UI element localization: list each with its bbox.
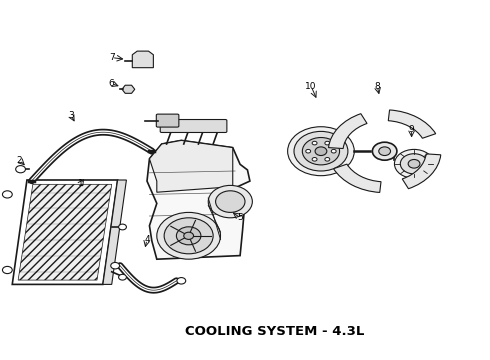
Text: 10: 10 (305, 82, 317, 91)
Polygon shape (132, 51, 153, 68)
Text: 4: 4 (144, 235, 150, 244)
Text: 9: 9 (409, 125, 415, 134)
Circle shape (208, 185, 252, 218)
Text: 2: 2 (17, 156, 23, 165)
Polygon shape (149, 140, 233, 192)
Text: 8: 8 (374, 82, 380, 91)
Circle shape (325, 141, 330, 145)
Polygon shape (147, 140, 250, 259)
Circle shape (164, 218, 213, 254)
Circle shape (400, 154, 428, 174)
Text: 6: 6 (109, 79, 115, 88)
Circle shape (325, 158, 330, 161)
Circle shape (16, 166, 25, 173)
Circle shape (331, 149, 336, 153)
Text: 7: 7 (109, 53, 115, 62)
Circle shape (177, 278, 186, 284)
Text: 5: 5 (237, 213, 243, 222)
Circle shape (288, 127, 354, 176)
Text: 3: 3 (68, 111, 74, 120)
Circle shape (2, 191, 12, 198)
Circle shape (216, 191, 245, 212)
Circle shape (184, 232, 194, 239)
Circle shape (315, 147, 327, 156)
FancyBboxPatch shape (160, 120, 227, 132)
FancyBboxPatch shape (156, 114, 179, 127)
Circle shape (302, 138, 340, 165)
Text: 1: 1 (78, 179, 84, 188)
Circle shape (379, 147, 391, 156)
Circle shape (294, 131, 348, 171)
Wedge shape (402, 154, 441, 189)
Wedge shape (334, 164, 381, 193)
Wedge shape (328, 114, 367, 149)
Polygon shape (103, 180, 126, 284)
Polygon shape (122, 85, 135, 93)
Circle shape (312, 158, 317, 161)
Circle shape (2, 266, 12, 274)
Circle shape (111, 262, 120, 269)
Circle shape (119, 274, 126, 280)
Wedge shape (388, 110, 436, 138)
Circle shape (157, 212, 220, 259)
Text: COOLING SYSTEM - 4.3L: COOLING SYSTEM - 4.3L (185, 325, 364, 338)
Polygon shape (18, 184, 112, 280)
Circle shape (312, 141, 317, 145)
Circle shape (394, 149, 434, 178)
Circle shape (408, 159, 420, 168)
Circle shape (176, 227, 201, 245)
Circle shape (119, 224, 126, 230)
Circle shape (306, 149, 311, 153)
Circle shape (372, 142, 397, 160)
